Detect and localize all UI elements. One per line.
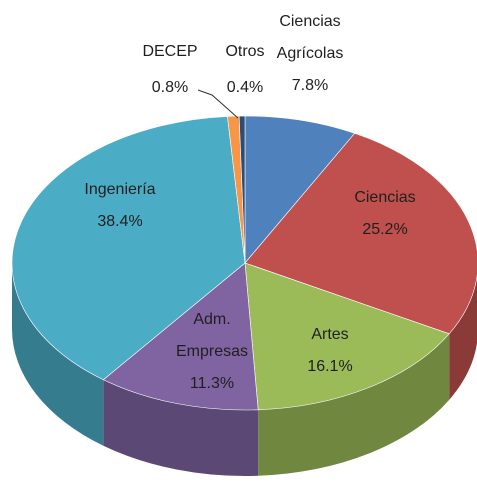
slice-label: Artes [311,326,348,343]
slice-value-label: 0.8% [152,79,188,96]
pie-slice [244,132,477,335]
slice-label: Ingeniería [84,181,155,198]
pie-slice [238,115,246,264]
slice-value-label: 11.3% [190,375,234,392]
pie-slice [11,116,246,381]
slice-label: Ciencias [354,189,415,206]
pie-slice [102,262,259,411]
slice-value-label: 25.2% [362,221,407,238]
slice-label: Ciencias Agrícolas [277,13,344,62]
slice-value-label: 0.4% [227,79,263,96]
slice-label: Adm. Empresas [176,311,248,360]
pie-slice-side [11,263,104,446]
pie-slice [244,115,356,264]
slice-label: DECEP [142,43,197,60]
pie-slice-side [103,379,259,476]
slice-label: Otros [225,43,264,60]
slice-value-label: 16.1% [307,358,352,375]
pie-slice-side [449,276,477,400]
slice-value-label: 7.8% [292,77,328,94]
leader-line [197,89,239,119]
pie-slice-side [258,333,450,476]
slice-value-label: 38.4% [97,213,142,230]
pie-slice [244,262,450,411]
